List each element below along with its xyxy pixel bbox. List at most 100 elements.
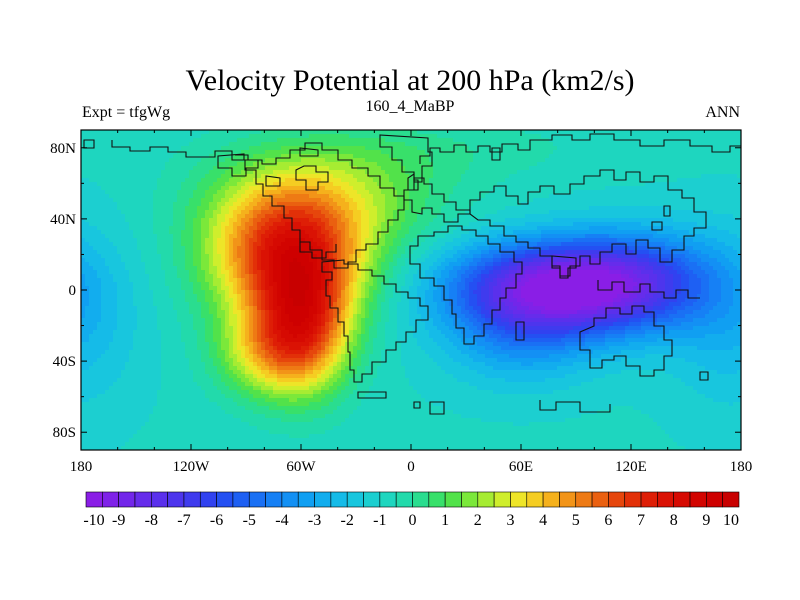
contour-band-cell xyxy=(205,210,214,215)
contour-band-cell xyxy=(237,138,278,143)
contour-band-cell xyxy=(221,374,230,379)
contour-band-cell xyxy=(81,318,102,323)
contour-band-cell xyxy=(465,302,470,307)
contour-band-cell xyxy=(305,302,314,307)
contour-band-cell xyxy=(201,262,210,267)
contour-band-cell xyxy=(457,294,462,299)
contour-band-cell xyxy=(161,370,194,375)
contour-band-cell xyxy=(669,302,682,307)
contour-band-cell xyxy=(245,382,254,387)
contour-band-cell xyxy=(469,366,494,371)
contour-band-cell xyxy=(401,266,410,271)
contour-band-cell xyxy=(485,338,498,343)
contour-band-cell xyxy=(89,298,102,303)
contour-band-cell xyxy=(273,222,286,227)
contour-band-cell xyxy=(209,346,218,351)
contour-band-cell xyxy=(277,346,290,351)
contour-band-cell xyxy=(313,290,318,295)
contour-band-cell xyxy=(429,334,446,339)
contour-band-cell xyxy=(81,390,106,395)
contour-band-cell xyxy=(625,338,658,343)
contour-band-cell xyxy=(717,270,730,275)
contour-band-cell xyxy=(361,398,426,403)
contour-band-cell xyxy=(433,170,466,175)
contour-band-cell xyxy=(425,326,438,331)
contour-band-cell xyxy=(137,310,158,315)
contour-band-cell xyxy=(409,310,418,315)
contour-band-cell xyxy=(361,346,366,351)
contour-band-cell xyxy=(341,370,350,375)
contour-band-cell xyxy=(253,382,266,387)
contour-band-cell xyxy=(81,278,86,283)
contour-band-cell xyxy=(481,310,490,315)
contour-band-cell xyxy=(317,310,322,315)
contour-band-cell xyxy=(357,310,362,315)
contour-band-cell xyxy=(313,286,322,291)
contour-band-cell xyxy=(665,242,686,247)
contour-band-cell xyxy=(245,262,250,267)
contour-band-cell xyxy=(349,330,354,335)
contour-band-cell xyxy=(101,314,118,319)
contour-band-cell xyxy=(81,138,194,143)
contour-band-cell xyxy=(417,306,430,311)
contour-band-cell xyxy=(333,246,338,251)
contour-band-cell xyxy=(289,210,306,215)
contour-band-cell xyxy=(261,198,274,203)
contour-band-cell xyxy=(257,330,262,335)
contour-band-cell xyxy=(265,150,382,155)
contour-band-cell xyxy=(233,334,238,339)
contour-band-cell xyxy=(221,330,226,335)
contour-band-cell xyxy=(693,318,718,323)
contour-band-cell xyxy=(197,334,206,339)
contour-band-cell xyxy=(249,238,258,243)
contour-band-cell xyxy=(253,190,266,195)
contour-band-cell xyxy=(345,398,362,403)
contour-band-cell xyxy=(253,354,258,359)
contour-band-cell xyxy=(341,302,346,307)
contour-band-cell xyxy=(317,374,322,379)
contour-band-cell xyxy=(709,310,730,315)
contour-band-cell xyxy=(245,302,250,307)
contour-band-cell xyxy=(713,306,730,311)
contour-band-cell xyxy=(221,322,226,327)
contour-band-cell xyxy=(269,430,326,435)
contour-band-cell xyxy=(689,282,702,287)
contour-band-cell xyxy=(477,198,534,203)
contour-band-cell xyxy=(585,234,610,239)
contour-band-cell xyxy=(737,322,741,327)
contour-band-cell xyxy=(261,270,266,275)
contour-band-cell xyxy=(209,206,218,211)
contour-band-cell xyxy=(353,282,358,287)
contour-band-cell xyxy=(157,390,206,395)
contour-band-cell xyxy=(397,274,406,279)
contour-band-cell xyxy=(493,350,570,355)
contour-band-cell xyxy=(401,238,414,243)
contour-band-cell xyxy=(345,250,354,255)
contour-band-cell xyxy=(277,358,306,363)
contour-band-cell xyxy=(489,230,514,235)
contour-band-cell xyxy=(665,286,674,291)
contour-band-cell xyxy=(425,290,434,295)
contour-band-cell xyxy=(273,182,334,187)
colorbar-label: -8 xyxy=(145,512,158,529)
contour-band-cell xyxy=(349,298,354,303)
contour-band-cell xyxy=(357,370,366,375)
contour-band-cell xyxy=(417,270,426,275)
contour-band-cell xyxy=(313,206,326,211)
contour-band-cell xyxy=(329,342,334,347)
contour-band-cell xyxy=(325,290,330,295)
contour-band-cell xyxy=(205,294,214,299)
contour-band-cell xyxy=(349,258,354,263)
contour-band-cell xyxy=(461,294,470,299)
contour-field xyxy=(81,130,741,450)
contour-band-cell xyxy=(269,318,274,323)
contour-band-cell xyxy=(473,154,550,159)
contour-band-cell xyxy=(229,346,234,351)
contour-band-cell xyxy=(141,426,258,431)
contour-band-cell xyxy=(685,314,706,319)
contour-band-cell xyxy=(181,338,198,343)
contour-band-cell xyxy=(229,238,234,243)
contour-band-cell xyxy=(221,346,230,351)
contour-band-cell xyxy=(341,354,346,359)
contour-band-cell xyxy=(333,318,338,323)
